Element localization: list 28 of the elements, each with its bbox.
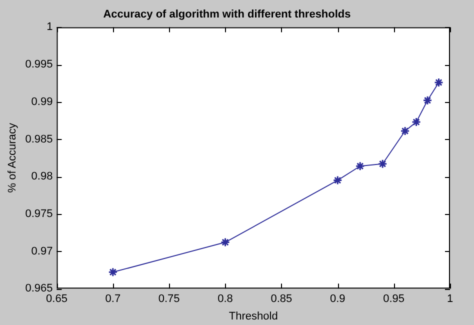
- y-axis-title: % of Accuracy: [6, 122, 19, 193]
- x-tick-label: 0.95: [383, 293, 405, 306]
- y-tick-label: 0.965: [25, 282, 53, 295]
- y-tick-label: 0.98: [31, 170, 53, 183]
- x-tick-label: 0.9: [330, 293, 346, 306]
- point: [220, 238, 230, 248]
- point: [108, 267, 118, 277]
- x-axis-title: Threshold: [228, 310, 278, 322]
- point: [412, 117, 422, 127]
- x-tick-label: 0.65: [46, 293, 68, 306]
- y-tick-label: 0.995: [25, 58, 53, 71]
- x-tick-label: 0.8: [218, 293, 233, 306]
- point: [355, 161, 365, 171]
- y-tick-label: 0.99: [31, 96, 53, 108]
- x-tick-label: 0.85: [270, 293, 292, 306]
- point: [434, 78, 444, 88]
- y-tick-label: 0.985: [25, 133, 53, 146]
- point: [332, 176, 342, 186]
- x-tick-label: 1: [446, 293, 454, 306]
- x-tick-label: 0.75: [158, 293, 180, 306]
- point: [400, 126, 410, 136]
- x-tick-label: 0.7: [105, 293, 121, 306]
- point: [422, 96, 432, 106]
- y-tick-label: 1: [46, 21, 53, 34]
- point: [378, 159, 388, 169]
- y-tick-label: 0.975: [25, 208, 53, 220]
- y-tick-label: 0.97: [31, 245, 53, 258]
- chart-title: Accuracy of algorithm with different thresholds: [103, 8, 351, 21]
